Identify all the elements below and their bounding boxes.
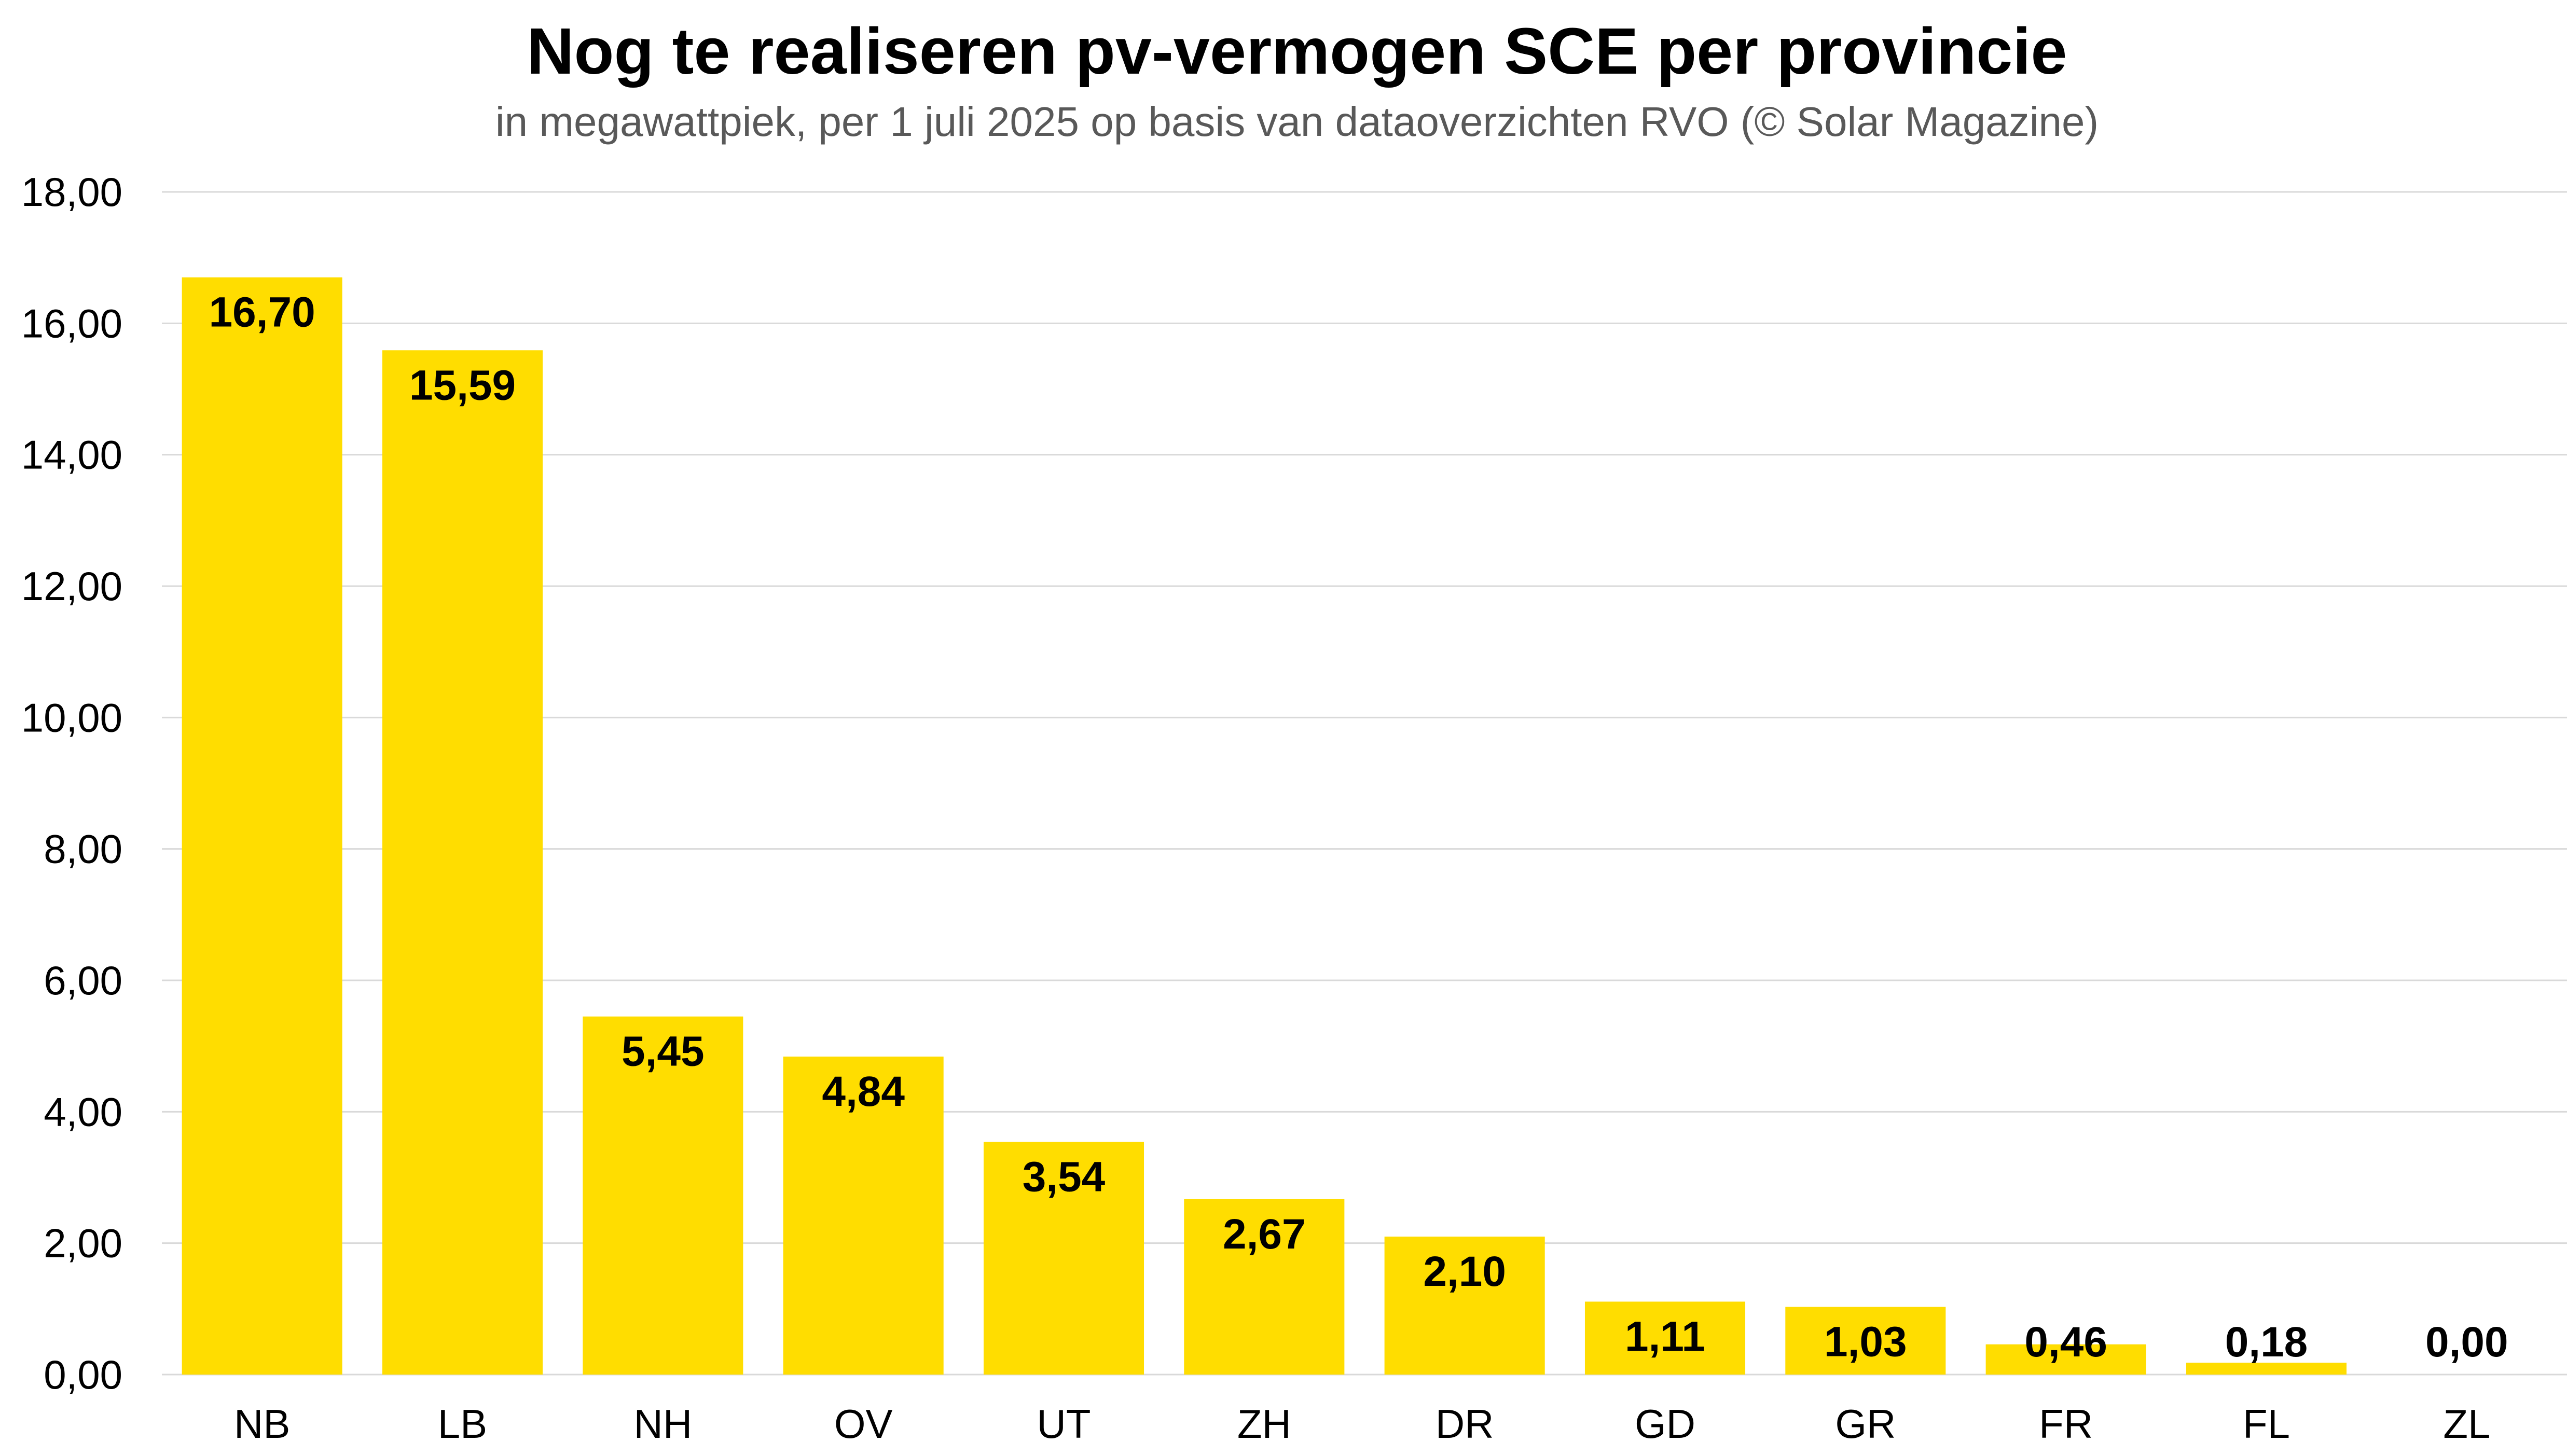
bar-ut xyxy=(983,1142,1144,1375)
y-axis-ticks: 0,00 2,00 4,00 6,00 8,00 10,00 12,00 14,00 16,00… xyxy=(21,169,122,1397)
data-label-zl: 0,00 xyxy=(2425,1319,2508,1366)
bar-gd xyxy=(1584,1301,1746,1375)
y-tick-label: 2,00 xyxy=(44,1221,122,1266)
data-labels: 16,70 15,59 5,45 4,84 3,54 2,67 2,10 1,11 1,03 0,… xyxy=(209,289,2508,1366)
data-label-ut: 3,54 xyxy=(1023,1154,1106,1201)
x-tick-label-lb: LB xyxy=(438,1401,487,1447)
data-label-gd: 1,11 xyxy=(1625,1313,1705,1360)
y-tick-label: 4,00 xyxy=(44,1089,122,1134)
x-tick-label-fl: FL xyxy=(2243,1401,2290,1447)
data-label-fr: 0,46 xyxy=(2024,1319,2107,1366)
y-tick-label: 10,00 xyxy=(21,695,122,740)
data-label-lb: 15,59 xyxy=(409,362,516,409)
data-label-dr: 2,10 xyxy=(1423,1248,1506,1295)
y-tick-label: 8,00 xyxy=(44,826,122,872)
chart-subtitle: in megawattpiek, per 1 juli 2025 op basi… xyxy=(495,99,2099,145)
x-tick-label-gd: GD xyxy=(1635,1401,1695,1447)
bar-ov xyxy=(783,1056,944,1375)
x-tick-label-gr: GR xyxy=(1835,1401,1896,1447)
data-label-ov: 4,84 xyxy=(822,1068,905,1115)
y-tick-label: 12,00 xyxy=(21,563,122,609)
data-label-zh: 2,67 xyxy=(1223,1211,1306,1258)
y-tick-label: 6,00 xyxy=(44,958,122,1003)
x-tick-label-ov: OV xyxy=(834,1401,893,1447)
y-tick-label: 18,00 xyxy=(21,169,122,215)
bar-dr xyxy=(1384,1237,1545,1375)
data-label-nb: 16,70 xyxy=(209,289,315,336)
x-tick-label-ut: UT xyxy=(1037,1401,1091,1447)
data-label-gr: 1,03 xyxy=(1824,1319,1907,1366)
bar-gr xyxy=(1785,1307,1946,1375)
bars xyxy=(182,277,2347,1375)
data-label-nh: 5,45 xyxy=(622,1028,705,1075)
bar-zh xyxy=(1184,1199,1345,1375)
data-label-fl: 0,18 xyxy=(2225,1319,2308,1366)
bar-nb xyxy=(182,277,342,1375)
x-tick-label-nh: NH xyxy=(633,1401,692,1447)
y-tick-label: 0,00 xyxy=(44,1352,122,1397)
x-tick-label-nb: NB xyxy=(234,1401,290,1447)
bar-fl xyxy=(2186,1363,2347,1375)
x-axis-ticks: NB LB NH OV UT ZH DR GD GR FR FL ZL xyxy=(234,1401,2490,1447)
bar-nh xyxy=(583,1016,743,1375)
chart-title: Nog te realiseren pv-vermogen SCE per pr… xyxy=(527,15,2067,88)
gridlines xyxy=(162,191,2567,1376)
x-tick-label-dr: DR xyxy=(1436,1401,1494,1447)
y-tick-label: 14,00 xyxy=(21,432,122,478)
x-tick-label-zl: ZL xyxy=(2443,1401,2490,1447)
x-tick-label-zh: ZH xyxy=(1237,1401,1291,1447)
bar-fr xyxy=(1985,1344,2146,1375)
bar-lb xyxy=(382,350,543,1375)
x-tick-label-fr: FR xyxy=(2039,1401,2093,1447)
y-tick-label: 16,00 xyxy=(21,300,122,346)
